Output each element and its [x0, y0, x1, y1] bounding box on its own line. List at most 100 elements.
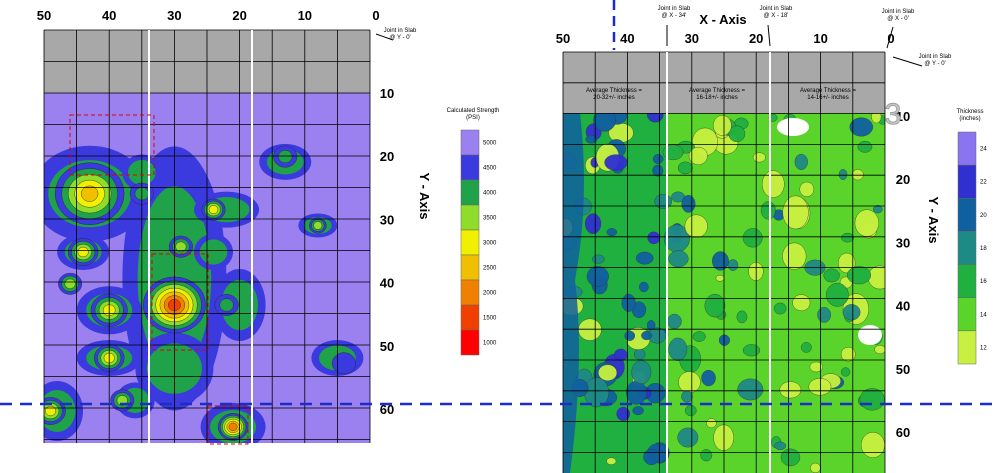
- contour-blob: [782, 195, 809, 230]
- contour-blob: [688, 146, 708, 165]
- contour-blob: [684, 214, 708, 238]
- region-label-line: 14-16+/- inches: [807, 95, 849, 101]
- contour-blob: [592, 254, 605, 264]
- colorbar-label: 12: [980, 345, 987, 351]
- y-tick-label: 10: [896, 109, 910, 124]
- colorbar-title-line: (PSI): [466, 115, 480, 121]
- colorbar-title-line: Thickness: [956, 109, 983, 115]
- region-label-line: 20-32+/- inches: [593, 95, 635, 101]
- joint-arrow: [375, 33, 394, 41]
- y-tick-label: 60: [380, 402, 394, 417]
- joint-label: Joint in Slab @ X - 0': [882, 9, 915, 22]
- joint-label-line: Joint in Slab: [384, 28, 417, 34]
- colorbar-label: 1000: [483, 341, 497, 347]
- contour-blob: [584, 213, 602, 234]
- weak-zone-box: [69, 114, 155, 176]
- contour-blob: [840, 346, 856, 362]
- y-tick-label: 30: [896, 235, 910, 250]
- contour-blob: [585, 135, 598, 144]
- contour-blob: [681, 390, 693, 403]
- x-tick-label: 20: [749, 31, 763, 46]
- contour-blob: [854, 209, 880, 237]
- contour-ring: [208, 205, 219, 214]
- x-tick-label: 30: [167, 8, 181, 23]
- contour-blob: [851, 169, 864, 181]
- colorbar-swatch: [957, 330, 977, 365]
- x-tick-label: 50: [556, 31, 570, 46]
- strength-colorbar: Calculated Strength (PSI) 5000 4500 4000 3500…: [447, 108, 500, 356]
- joint-annotations: Joint in Slab @ Y - 0': [375, 28, 417, 41]
- contour-blob: [838, 169, 848, 180]
- colorbar-title: Calculated Strength (PSI): [447, 108, 500, 121]
- no-data-area: [777, 118, 809, 136]
- contour-blob: [635, 251, 654, 265]
- x-tick-label: 30: [685, 31, 699, 46]
- region-labels: Average Thickness = 20-32+/- inches Averag…: [586, 88, 856, 101]
- contour-blob: [632, 406, 644, 416]
- contour-blob: [668, 337, 688, 361]
- contour-blob: [768, 113, 778, 122]
- y-tick-label: 40: [896, 299, 910, 314]
- joint-label: Joint in Slab @ X - 34': [658, 6, 691, 19]
- colorbar-swatch: [460, 204, 480, 231]
- contour-blob: [773, 302, 787, 315]
- region-label-line: Average Thickness =: [586, 88, 642, 94]
- contour-blob: [583, 377, 610, 408]
- joint-label: Joint in Slab @ Y - 0': [384, 28, 417, 41]
- contour-blob: [825, 282, 849, 307]
- colorbar-label: 24: [980, 147, 987, 153]
- y-axis-label: Y - Axis: [926, 197, 941, 244]
- colorbar-swatch: [460, 329, 480, 356]
- x-tick-labels: 50 40 30 20 10 0: [37, 8, 380, 23]
- grid-lines: [562, 51, 886, 473]
- y-axis-label: Y - Axis: [417, 173, 432, 220]
- region-label-line: 16-18+/- inches: [696, 95, 738, 101]
- colorbar-swatch: [460, 154, 480, 181]
- contour-blob: [604, 154, 628, 171]
- joint-arrow: [767, 24, 771, 47]
- joint-label-line: @ X - 18': [764, 13, 789, 19]
- contour-blob: [593, 113, 616, 132]
- contour-blob: [700, 449, 713, 462]
- section-marker: 3: [885, 98, 902, 131]
- colorbar-title-line: Calculated Strength: [447, 108, 500, 114]
- contour-ring: [77, 246, 89, 258]
- contour-blob: [631, 360, 652, 385]
- contour-blob: [808, 378, 832, 396]
- colorbar-swatch: [460, 279, 480, 306]
- contour-blob: [817, 307, 831, 323]
- x-tick-label: 20: [232, 8, 246, 23]
- contour-blob: [873, 205, 883, 214]
- colorbar-label: 1500: [483, 316, 497, 322]
- colorbar-label: 3000: [483, 241, 497, 247]
- contour-blob: [799, 181, 815, 197]
- grid-lines: [43, 29, 371, 443]
- colorbar-label: 14: [980, 312, 987, 318]
- x-tick-label: 40: [102, 8, 116, 23]
- contour-blob: [774, 441, 787, 451]
- contour-blob: [752, 152, 766, 163]
- contour-blob: [742, 344, 761, 357]
- contour-blob: [860, 432, 885, 458]
- joint-label: Joint in Slab @ Y - 0': [919, 54, 952, 67]
- contour-blob: [728, 125, 746, 143]
- contour-blob: [809, 361, 823, 373]
- contour-blob: [761, 170, 785, 198]
- contour-blob: [841, 232, 854, 243]
- joint-annotations: Joint in Slab @ X - 34' Joint in Slab @ X -…: [658, 6, 952, 67]
- colorbar-swatch: [460, 179, 480, 206]
- contour-blob: [849, 117, 873, 137]
- colorbar-title-line: (inches): [959, 116, 980, 122]
- contour-blob: [662, 144, 684, 161]
- colorbar-label: 16: [980, 279, 987, 285]
- contour-blob: [647, 231, 661, 245]
- region-label: Average Thickness = 14-16+/- inches: [800, 88, 856, 101]
- contour-blob: [706, 418, 717, 429]
- colorbar-label: 22: [980, 180, 987, 186]
- contour-blob: [859, 388, 885, 411]
- y-tick-label: 50: [896, 362, 910, 377]
- contour-blob: [847, 266, 871, 285]
- contour-blob: [840, 367, 851, 377]
- contour-blob: [606, 228, 617, 237]
- x-tick-labels: 50 40 30 20 10 0: [556, 31, 895, 46]
